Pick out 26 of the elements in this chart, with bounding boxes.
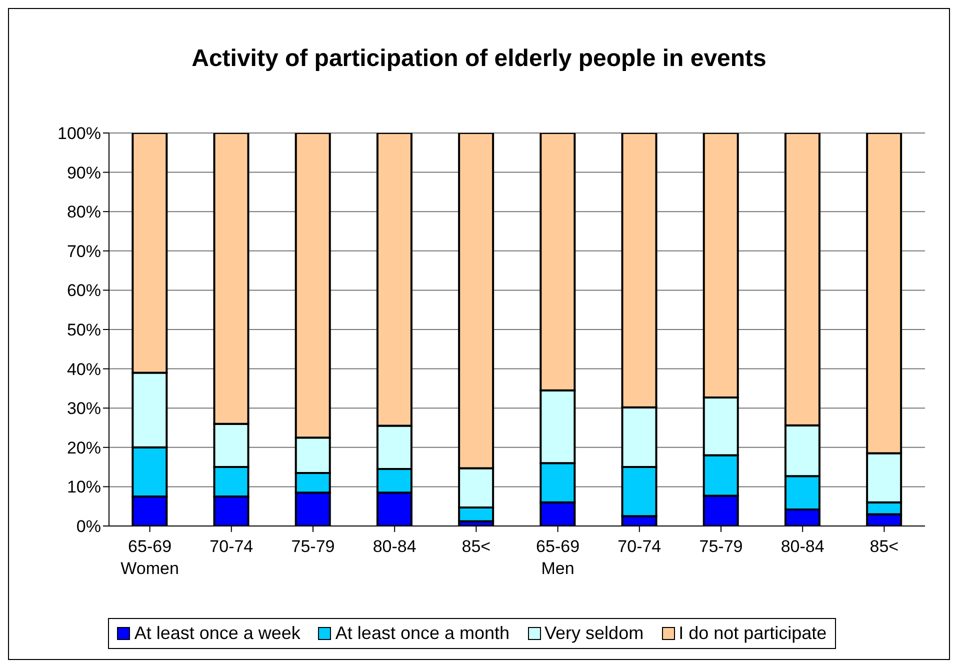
x-tick-label: 70-74 xyxy=(618,537,662,556)
y-tick-label: 20% xyxy=(66,438,101,458)
legend-label: Very seldom xyxy=(544,623,644,644)
x-tick-label: 85< xyxy=(462,537,491,556)
y-tick-label: 40% xyxy=(66,360,101,379)
y-tick-label: 0% xyxy=(76,517,101,536)
x-tick-label: 80-84 xyxy=(780,537,824,556)
y-tick-label: 60% xyxy=(66,281,101,300)
x-tick-label: 80-84 xyxy=(372,537,416,556)
legend-label: At least once a month xyxy=(334,623,510,644)
y-tick-label: 100% xyxy=(58,124,101,144)
x-tick-label: 65-69 Women xyxy=(120,537,179,578)
x-tick-label: 85< xyxy=(870,537,899,556)
x-tick-label: 75-79 xyxy=(699,537,743,556)
legend-label: I do not participate xyxy=(678,623,827,644)
x-tick-label: 70-74 xyxy=(210,537,254,556)
y-tick-label: 90% xyxy=(66,163,101,182)
x-tick-label: 75-79 xyxy=(291,537,335,556)
x-tick-label: 65-69 Men xyxy=(536,537,580,578)
chart-title: Activity of participation of elderly people in events xyxy=(190,45,768,73)
y-tick-label: 50% xyxy=(66,320,101,340)
y-tick-label: 30% xyxy=(66,399,101,418)
y-tick-label: 70% xyxy=(66,242,101,261)
y-tick-label: 10% xyxy=(66,478,101,497)
legend-label: At least once a week xyxy=(133,623,300,644)
y-tick-label: 80% xyxy=(66,202,101,222)
